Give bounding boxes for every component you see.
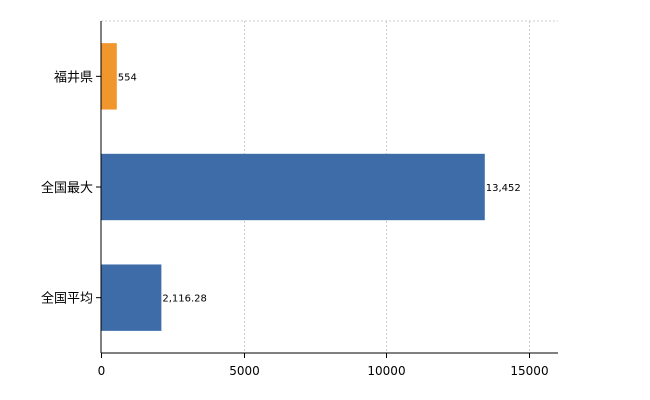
x-tick-label: 10000 [367, 364, 405, 378]
bar [101, 264, 162, 331]
data-label: 2,116.28 [162, 294, 207, 305]
axes [96, 21, 558, 358]
category-label: 全国最大 [41, 180, 93, 196]
x-tick-label: 0 [98, 364, 106, 378]
category-label: 全国平均 [41, 291, 93, 307]
labels: 0 5000 10000 15000 福井県 554 全国最大 13,452 全国平均 2,116… [41, 70, 549, 378]
data-label: 13,452 [486, 183, 521, 194]
bar [101, 153, 485, 221]
bars [101, 43, 485, 331]
grid-lines [101, 20, 558, 353]
x-tick-label: 5000 [229, 364, 260, 378]
category-label: 福井県 [54, 70, 93, 85]
data-label: 554 [118, 72, 137, 83]
bar [101, 43, 117, 110]
x-tick-label: 15000 [510, 364, 548, 378]
